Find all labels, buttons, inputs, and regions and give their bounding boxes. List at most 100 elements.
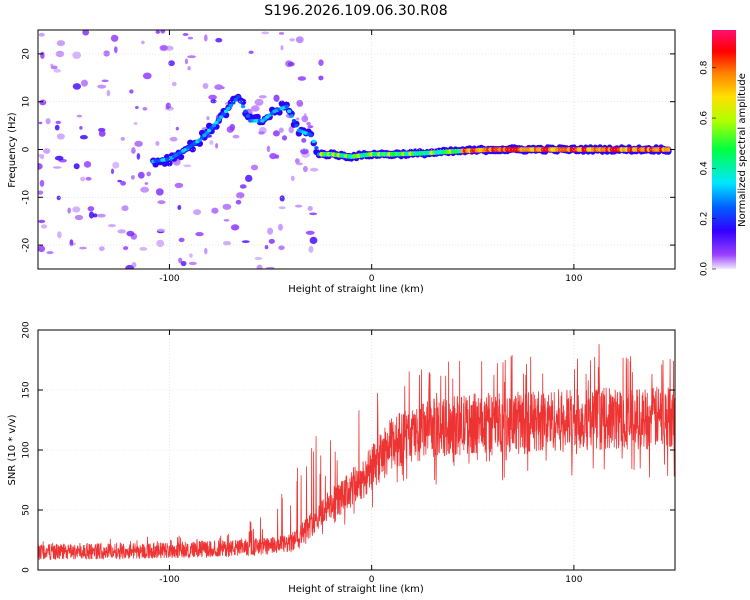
spectrogram-noise-blob (267, 227, 274, 235)
spectrogram-noise-blob (220, 86, 225, 89)
spectrogram-noise-blob (208, 94, 217, 100)
spectrogram-noise-blob (53, 68, 62, 73)
spectrogram-noise-blob (39, 99, 47, 106)
spectrogram-noise-blob (123, 246, 129, 250)
spectrogram-noise-blob (131, 175, 135, 180)
spectrogram-x-tick-label: 100 (565, 274, 582, 284)
spectrogram-noise-blob (45, 118, 51, 125)
spectrogram-noise-blob (38, 163, 43, 170)
spectrogram-noise-blob (318, 59, 324, 66)
spectrogram-track-core (243, 109, 248, 114)
spectrogram-noise-blob (135, 106, 139, 109)
spectrogram-noise-blob (301, 115, 309, 123)
snr-x-axis: -100 0 100 (159, 330, 583, 585)
spectrogram-track-core (216, 118, 221, 122)
spectrogram-noise-blob (202, 83, 209, 89)
snr-x-tick-label: -100 (159, 575, 180, 585)
spectrogram-noise-blob (178, 257, 183, 264)
spectrogram-x-label: Height of straight line (km) (288, 284, 424, 295)
spectrogram-noise-blob (142, 107, 148, 111)
spectrogram-noise-blob (139, 247, 148, 251)
spectrogram-noise-blob (110, 168, 115, 175)
spectrogram-track-core (294, 123, 299, 128)
spectrogram-noise-blob (97, 84, 107, 89)
spectrogram-track-core (311, 139, 316, 144)
spectrogram-track-core (214, 120, 219, 125)
spectrogram-noise-blob (117, 179, 122, 183)
spectrogram-noise-blob (182, 33, 189, 36)
spectrogram-noise-blob (87, 206, 95, 212)
spectrogram-noise-blob (121, 205, 129, 212)
spectrogram-track-core (240, 104, 246, 109)
spectrogram-noise-blob (106, 89, 111, 97)
spectrogram-noise-blob (131, 147, 136, 154)
spectrogram-noise-blob (57, 231, 62, 239)
spectrogram-noise-blob (204, 34, 208, 42)
spectrogram-noise-blob (50, 65, 58, 70)
spectrogram-noise-blob (306, 121, 311, 126)
spectrogram-noise-blob (81, 79, 88, 87)
colorbar-gradient (712, 30, 736, 269)
spectrogram-noise-blob (278, 127, 284, 133)
spectrogram-noise-blob (171, 81, 177, 87)
spectrogram-noise-blob (223, 241, 231, 246)
spectrogram-noise-blob (235, 199, 242, 205)
spectrogram-track-core (202, 133, 207, 137)
spectrogram-noise-blob (295, 36, 304, 44)
spectrogram-noise-blob (309, 236, 318, 244)
spectrogram-noise-blob (187, 36, 193, 40)
spectrogram-noise-blob (180, 260, 187, 267)
spectrogram-track-core (291, 119, 297, 123)
spectrogram-noise-blob (74, 214, 84, 221)
spectrogram-noise-blob (120, 137, 126, 141)
spectrogram-noise-blob (156, 228, 166, 232)
spectrogram-noise-blob (289, 38, 296, 42)
spectrogram-track-core (308, 133, 314, 137)
spectrogram-noise-blob (296, 117, 300, 121)
spectrogram-noise-blob (239, 184, 247, 189)
spectrogram-track-core (223, 109, 229, 114)
colorbar-tick-label: 0.6 (700, 111, 710, 126)
spectrogram-noise-blob (40, 51, 45, 59)
spectrogram-gridlines (38, 30, 675, 269)
spectrogram-noise-blob (241, 240, 250, 244)
spectrogram-noise-blob (278, 206, 286, 210)
spectrogram-noise-blob (222, 203, 232, 210)
spectrogram-noise-blob (264, 244, 269, 250)
spectrogram-noise-blob (287, 61, 295, 67)
spectrogram-noise-blob (82, 30, 90, 36)
spectrogram-noise-blob (97, 213, 106, 218)
spectrogram-noise-blob (187, 55, 197, 59)
spectrogram-noise-blob (54, 124, 60, 131)
spectrogram-noise-blob (73, 163, 80, 170)
spectrogram-noise-blob (79, 135, 88, 140)
snr-y-tick-label: 200 (22, 321, 32, 338)
spectrogram-noise-blob (98, 130, 106, 137)
spectrogram-y-tick-label: 10 (22, 96, 32, 108)
spectrogram-noise-blob (107, 224, 116, 228)
spectrogram-track-core (233, 98, 238, 102)
spectrogram-noise-blob (211, 207, 219, 214)
spectrogram-noise-blob (248, 50, 254, 54)
spectrogram-noise-blob (155, 188, 164, 196)
spectrogram-noise-blob (296, 99, 304, 107)
spectrogram-track-core (289, 114, 294, 118)
spectrogram-noise-blob (210, 99, 217, 104)
spectrogram-noise-blob (142, 72, 152, 80)
spectrogram-noise-blob (279, 195, 285, 202)
spectrogram-track-core (238, 99, 243, 104)
spectrogram-track-halo (161, 160, 168, 167)
spectrogram-noise-blob (144, 182, 149, 185)
spectrogram-noise-blob (187, 66, 191, 71)
spectrogram-noise-blob (309, 212, 318, 216)
spectrogram-track-core (226, 106, 231, 111)
spectrogram-track-core (211, 123, 217, 128)
spectrogram-noise-blob (38, 121, 43, 125)
spectrogram-noise-blob (261, 31, 270, 35)
snr-x-label: Height of straight line (km) (288, 584, 424, 595)
spectrogram-noise-blob (209, 140, 214, 145)
spectrogram-track-core (284, 104, 289, 109)
spectrogram-noise-blob (189, 253, 193, 258)
